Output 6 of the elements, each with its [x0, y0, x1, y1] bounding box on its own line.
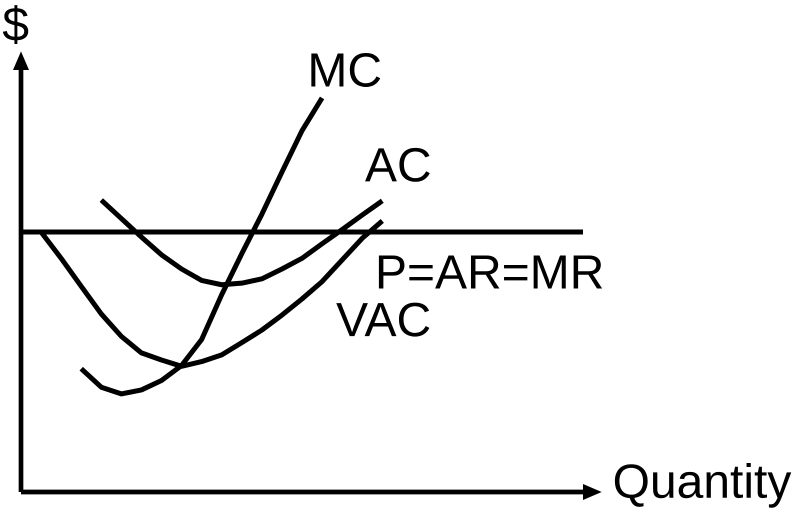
- series-label: P=AR=MR: [378, 255, 602, 288]
- y-axis-title: $: [2, 5, 28, 44]
- series-label: AC: [365, 148, 430, 182]
- x-axis-title: Quantity: [614, 462, 792, 508]
- series-label: MC: [311, 53, 380, 87]
- series-label: VAC: [336, 302, 430, 337]
